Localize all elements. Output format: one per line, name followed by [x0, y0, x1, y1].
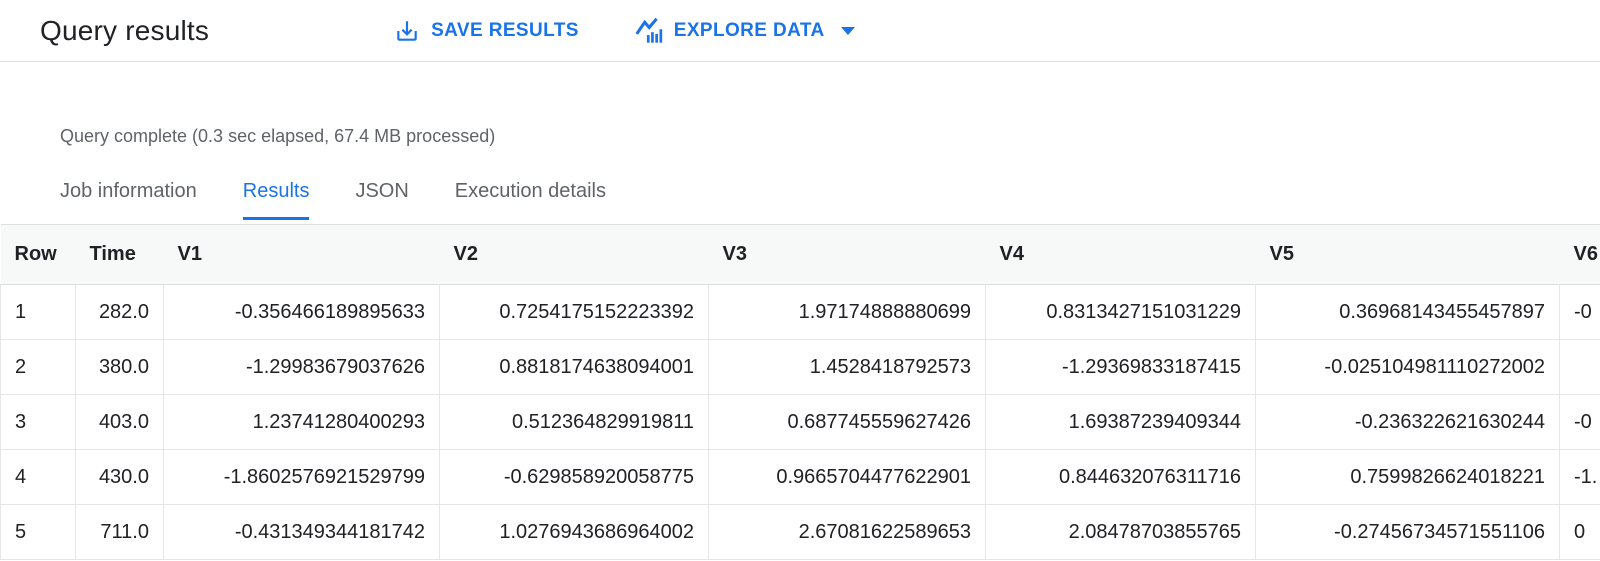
table-cell: 1.97174888880699: [708, 284, 986, 340]
results-tab-bar: Job information Results JSON Execution deta…: [60, 180, 1600, 220]
query-results-header: Query results SAVE RESULTS EXPLORE DATA: [0, 0, 1600, 62]
row-number-cell: 5: [0, 504, 76, 560]
row-number-cell: 4: [0, 449, 76, 505]
table-row: 4 430.0 -1.8602576921529799 -0.629858920058…: [0, 449, 1600, 505]
table-body: 1 282.0 -0.356466189895633 0.72541751522233…: [0, 284, 1600, 560]
table-cell: -0.356466189895633: [163, 284, 440, 340]
table-cell: -1.: [1559, 449, 1600, 505]
row-number-cell: 1: [0, 284, 76, 340]
table-cell: 0.7599826624018221: [1255, 449, 1560, 505]
table-cell: 0.8313427151031229: [985, 284, 1256, 340]
column-header-row: Row: [0, 224, 76, 285]
column-header-v1: V1: [163, 224, 440, 285]
table-cell: 2.67081622589653: [708, 504, 986, 560]
column-header-v3: V3: [708, 224, 986, 285]
table-cell: -1.29369833187415: [985, 339, 1256, 395]
tab-execution-details[interactable]: Execution details: [454, 180, 606, 202]
table-cell: 1.23741280400293: [163, 394, 440, 450]
tab-json[interactable]: JSON: [355, 180, 409, 202]
tab-results[interactable]: Results: [242, 180, 310, 220]
table-cell: 0: [1559, 504, 1600, 560]
table-cell: 380.0: [75, 339, 164, 395]
chevron-down-icon[interactable]: [840, 26, 855, 35]
table-cell: -0.27456734571551106: [1255, 504, 1560, 560]
column-header-time: Time: [75, 224, 164, 285]
table-row: 5 711.0 -0.431349344181742 1.02769436869640…: [0, 504, 1600, 560]
table-row: 2 380.0 -1.29983679037626 0.881817463809400…: [0, 339, 1600, 395]
table-cell: 0.8818174638094001: [439, 339, 709, 395]
table-cell: -0.236322621630244: [1255, 394, 1560, 450]
table-cell: 0.844632076311716: [985, 449, 1256, 505]
table-cell: 1.0276943686964002: [439, 504, 709, 560]
table-cell: [1559, 339, 1600, 395]
table-cell: -0: [1559, 284, 1600, 340]
row-number-cell: 2: [0, 339, 76, 395]
table-row: 3 403.0 1.23741280400293 0.512364829919811 0…: [0, 394, 1600, 450]
table-cell: 430.0: [75, 449, 164, 505]
save-results-label: SAVE RESULTS: [431, 19, 579, 41]
table-row: 1 282.0 -0.356466189895633 0.72541751522233…: [0, 284, 1600, 340]
table-cell: 711.0: [75, 504, 164, 560]
query-results-table: Row Time V1 V2 V3 V4 V5 V6 1 282.0 -0.35646618989…: [0, 224, 1600, 560]
table-cell: 1.4528418792573: [708, 339, 986, 395]
table-cell: -0.431349344181742: [163, 504, 440, 560]
tab-job-information[interactable]: Job information: [60, 180, 197, 202]
table-cell: 1.69387239409344: [985, 394, 1256, 450]
chart-icon: [635, 17, 663, 45]
table-cell: -1.29983679037626: [163, 339, 440, 395]
table-cell: 403.0: [75, 394, 164, 450]
table-cell: 0.512364829919811: [439, 394, 709, 450]
table-cell: -0.025104981110272002: [1255, 339, 1560, 395]
page-title: Query results: [40, 14, 210, 46]
table-cell: -1.8602576921529799: [163, 449, 440, 505]
table-cell: 2.08478703855765: [985, 504, 1256, 560]
explore-data-button[interactable]: EXPLORE DATA: [635, 17, 855, 45]
table-cell: 0.687745559627426: [708, 394, 986, 450]
table-cell: 282.0: [75, 284, 164, 340]
query-status-text: Query complete (0.3 sec elapsed, 67.4 MB…: [60, 126, 496, 146]
column-header-v2: V2: [439, 224, 709, 285]
column-header-v4: V4: [985, 224, 1256, 285]
table-cell: 0.36968143455457897: [1255, 284, 1560, 340]
explore-data-label: EXPLORE DATA: [673, 19, 825, 41]
table-cell: 0.7254175152223392: [439, 284, 709, 340]
save-results-button[interactable]: SAVE RESULTS: [394, 18, 579, 44]
table-cell: -0.629858920058775: [439, 449, 709, 505]
download-icon: [394, 18, 420, 44]
row-number-cell: 3: [0, 394, 76, 450]
column-header-v6: V6: [1559, 224, 1600, 285]
column-header-v5: V5: [1255, 224, 1560, 285]
table-cell: -0: [1559, 394, 1600, 450]
table-cell: 0.9665704477622901: [708, 449, 986, 505]
table-header-row: Row Time V1 V2 V3 V4 V5 V6: [0, 224, 1600, 285]
